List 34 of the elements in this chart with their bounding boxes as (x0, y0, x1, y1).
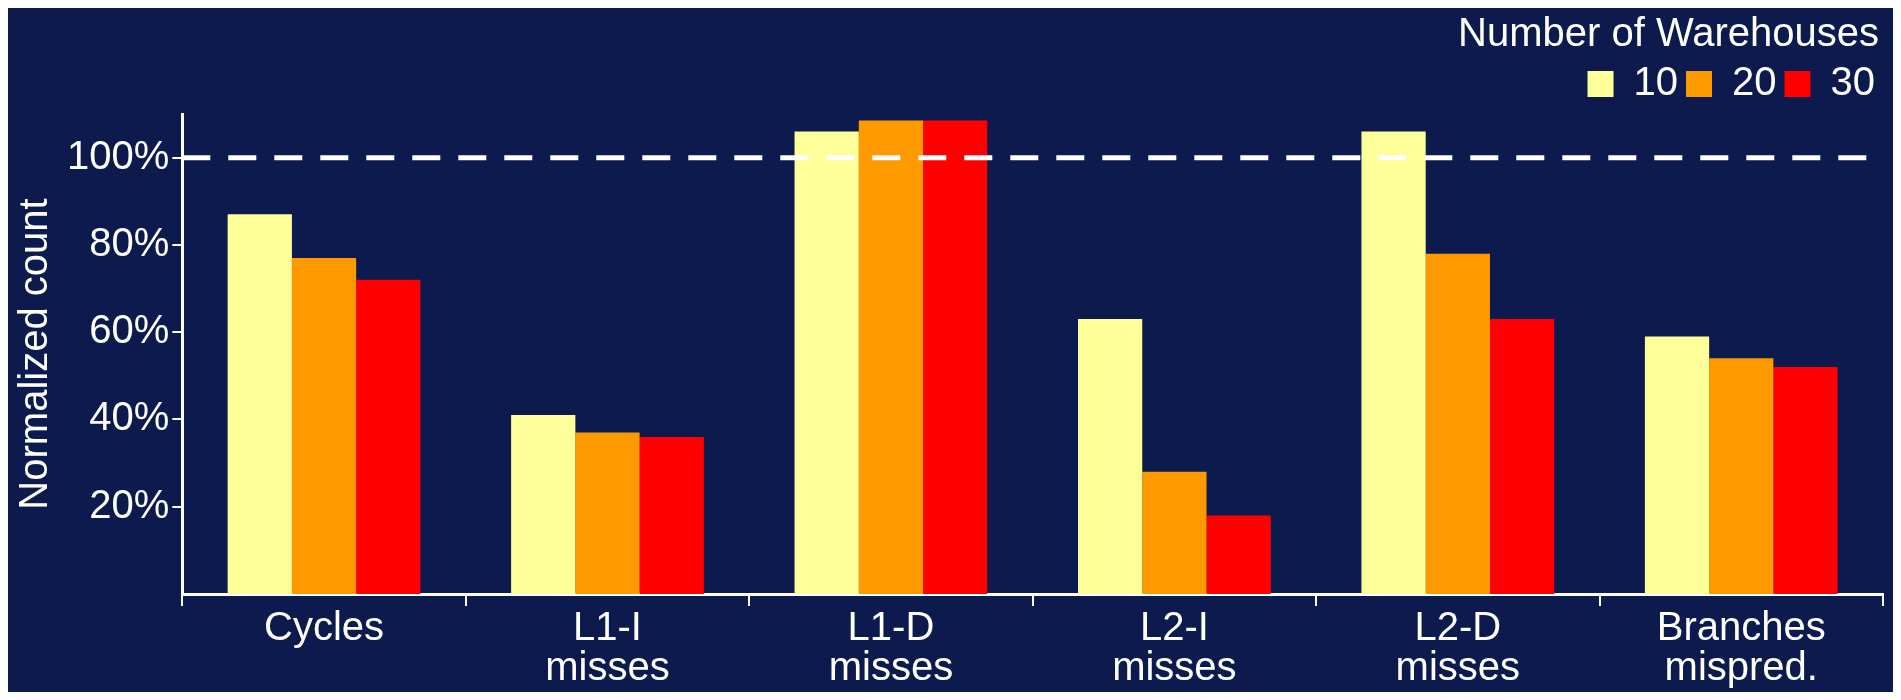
bar (858, 120, 924, 594)
x-tick-label: L2-D misses (1395, 604, 1521, 689)
bar (1206, 515, 1271, 594)
legend-title: Number of Warehouses (1458, 10, 1879, 55)
y-tick-label: 20% (89, 481, 170, 526)
bar (1078, 319, 1143, 594)
legend-label: 20 (1732, 59, 1777, 104)
x-tick-label: Cycles (264, 604, 385, 649)
legend-label: 30 (1830, 59, 1876, 104)
bar (1489, 319, 1555, 594)
bar (1142, 471, 1207, 594)
y-axis-title: Normalized count (11, 198, 56, 510)
bar (1425, 253, 1490, 594)
bar (291, 258, 357, 594)
bar (356, 279, 421, 594)
y-tick-label: 80% (89, 219, 170, 264)
bar (923, 120, 988, 594)
bar (794, 131, 859, 594)
bar (1773, 367, 1838, 594)
bar (511, 415, 576, 594)
y-tick-label: 60% (89, 307, 170, 352)
x-tick-label: L2-I misses (1112, 604, 1237, 689)
y-tick-label: 40% (89, 394, 170, 439)
bar (639, 436, 704, 594)
bar (1644, 336, 1710, 594)
bar (1709, 358, 1774, 594)
x-tick-label: L1-I misses (545, 604, 670, 689)
bar (575, 432, 640, 594)
x-tick-label: Branches mispred. (1656, 604, 1826, 689)
bar (1361, 131, 1426, 594)
y-tick-label: 100% (66, 132, 170, 177)
legend-label: 10 (1633, 59, 1679, 104)
bar (227, 214, 292, 594)
x-tick-label: L1-D misses (828, 604, 954, 689)
